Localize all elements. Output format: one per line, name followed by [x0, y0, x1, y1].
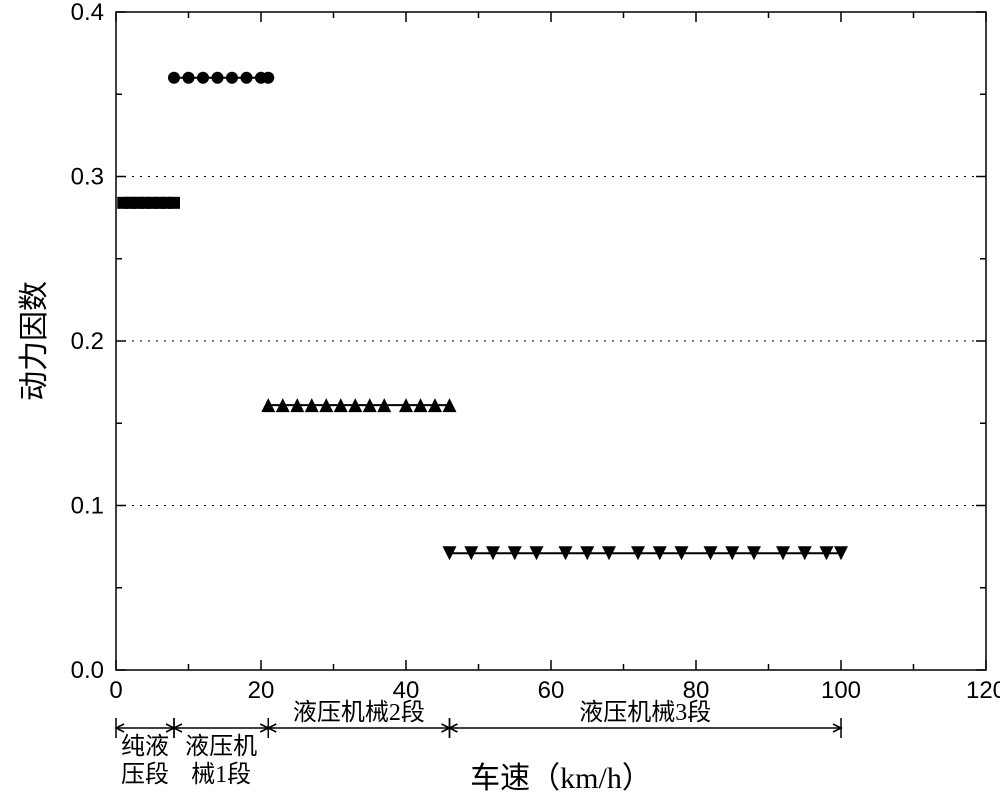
- svg-text:100: 100: [821, 677, 861, 704]
- range-label-0-1: 压段: [121, 761, 169, 788]
- series-series1: [117, 197, 180, 209]
- range-label-2: 液压机械2段: [293, 699, 425, 726]
- range-label-1-1: 械1段: [191, 761, 251, 788]
- series-series3: [261, 398, 456, 412]
- svg-text:20: 20: [248, 677, 275, 704]
- chart-svg: 0204060801001200.00.10.20.30.4动力因数车速（km/…: [0, 0, 1000, 806]
- series-series2: [168, 72, 274, 84]
- svg-text:0.3: 0.3: [71, 164, 104, 191]
- range-label-0-0: 纯液: [121, 733, 169, 760]
- svg-text:60: 60: [538, 677, 565, 704]
- chart-container: 0204060801001200.00.10.20.30.4动力因数车速（km/…: [0, 0, 1000, 806]
- y-axis-label: 动力因数: [18, 281, 51, 401]
- svg-text:0.2: 0.2: [71, 328, 104, 355]
- svg-text:0.1: 0.1: [71, 493, 104, 520]
- svg-text:0.0: 0.0: [71, 657, 104, 684]
- series-series4: [443, 546, 849, 560]
- svg-text:0: 0: [109, 677, 122, 704]
- range-label-1-0: 液压机: [185, 733, 257, 760]
- svg-text:0.4: 0.4: [71, 0, 104, 26]
- range-label-3: 液压机械3段: [579, 699, 711, 726]
- x-axis-label: 车速（km/h）: [470, 762, 652, 795]
- svg-text:120: 120: [966, 677, 1000, 704]
